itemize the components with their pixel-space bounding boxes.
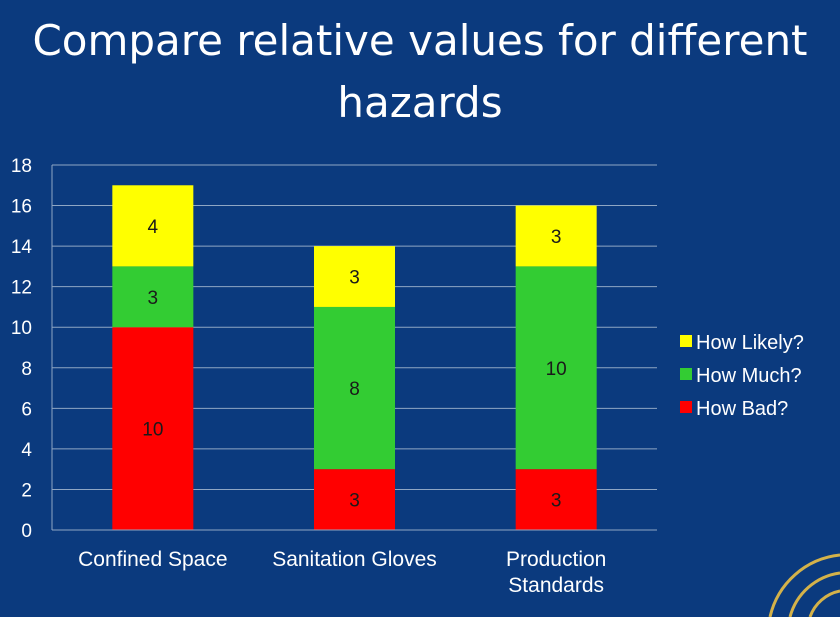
data-label: 8: [349, 379, 360, 400]
y-tick-label: 18: [11, 156, 32, 177]
bar-segment: [314, 306, 395, 470]
decorative-arcs: [768, 553, 840, 617]
data-label: 4: [148, 217, 159, 238]
y-tick-label: 14: [11, 237, 33, 258]
bar-segment: [515, 469, 597, 530]
data-label: 10: [546, 359, 567, 380]
bar-segment: [112, 185, 194, 267]
data-label: 3: [551, 491, 562, 512]
y-tick-label: 10: [11, 318, 32, 339]
legend-swatch: [680, 335, 692, 347]
legend-swatch: [680, 401, 692, 413]
x-tick-label: Sanitation Gloves: [272, 548, 437, 571]
data-label: 3: [551, 227, 562, 248]
slide-title-line-2: hazards: [337, 78, 503, 127]
data-label: 3: [349, 268, 360, 289]
slide-title-line-1: Compare relative values for different: [32, 16, 808, 65]
bar-segment: [515, 266, 597, 470]
legend-label: How Bad?: [696, 398, 788, 420]
bar-segment: [314, 469, 395, 530]
data-label: 3: [349, 491, 360, 512]
legend-swatch: [680, 368, 692, 380]
y-tick-label: 4: [21, 440, 32, 461]
x-tick-label: Production: [506, 548, 606, 571]
bar-segment: [112, 266, 194, 328]
chart-legend: How Likely? How Much? How Bad?: [680, 332, 804, 420]
data-label: 3: [148, 288, 159, 309]
y-tick-label: 0: [21, 521, 32, 542]
y-axis: 0 2 4 6 8 10 12 14 16 18: [11, 156, 53, 542]
x-tick-label: Confined Space: [78, 548, 227, 571]
y-tick-label: 12: [11, 278, 32, 299]
bar-segment: [515, 205, 597, 267]
legend-label: How Much?: [696, 365, 802, 387]
legend-label: How Likely?: [696, 332, 804, 354]
bar-segment: [112, 327, 194, 530]
x-tick-label: Standards: [508, 574, 604, 597]
data-label: 10: [142, 420, 163, 441]
bar-segment: [314, 246, 395, 307]
slide-title: Compare relative values for different ha…: [0, 10, 840, 134]
x-axis: Confined Space Sanitation Gloves Productio…: [52, 529, 657, 597]
y-tick-label: 2: [21, 480, 32, 501]
y-tick-label: 6: [21, 399, 32, 420]
y-tick-label: 8: [21, 359, 32, 380]
y-tick-label: 16: [11, 197, 32, 218]
chart-bars: 10 3 4 3 8 3 3 10 3: [112, 185, 597, 530]
